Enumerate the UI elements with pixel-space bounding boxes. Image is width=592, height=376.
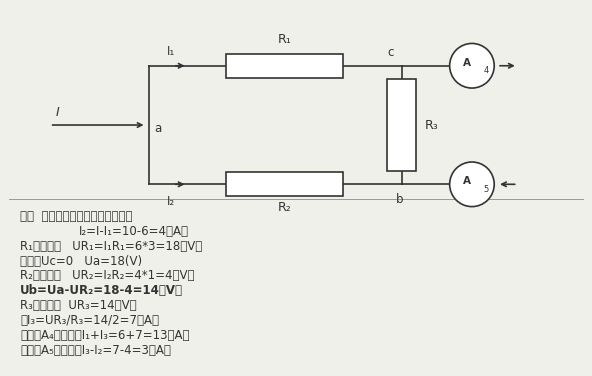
- Bar: [388, 79, 416, 171]
- Text: R₁上得压降   UR₁=I₁R₁=6*3=18（V）: R₁上得压降 UR₁=I₁R₁=6*3=18（V）: [20, 240, 202, 253]
- Text: A: A: [464, 58, 471, 68]
- Ellipse shape: [450, 162, 494, 206]
- Text: Ub=Ua-UR₂=18-4=14（V）: Ub=Ua-UR₂=18-4=14（V）: [20, 284, 184, 297]
- Text: b: b: [395, 193, 403, 206]
- Text: I₂: I₂: [167, 195, 175, 208]
- Text: 解：  根据基尔霍夫第一定律得出：: 解： 根据基尔霍夫第一定律得出：: [20, 210, 133, 223]
- Text: 设电位Uc=0   Ua=18(V): 设电位Uc=0 Ua=18(V): [20, 255, 143, 268]
- Text: R₃上的压降  UR₃=14（V）: R₃上的压降 UR₃=14（V）: [20, 299, 137, 312]
- Text: R₁: R₁: [278, 33, 291, 45]
- Bar: [226, 54, 343, 78]
- Text: 4: 4: [484, 66, 489, 75]
- Text: I₂=I-I₁=10-6=4（A）: I₂=I-I₁=10-6=4（A）: [79, 225, 189, 238]
- Text: A: A: [464, 176, 471, 186]
- Text: R₃: R₃: [424, 118, 438, 132]
- Text: R₂上的压降   UR₂=I₂R₂=4*1=4（V）: R₂上的压降 UR₂=I₂R₂=4*1=4（V）: [20, 270, 195, 282]
- Text: 电流表A₄的读数为I₁+I₃=6+7=13（A）: 电流表A₄的读数为I₁+I₃=6+7=13（A）: [20, 329, 190, 342]
- Text: 故I₃=UR₃/R₃=14/2=7（A）: 故I₃=UR₃/R₃=14/2=7（A）: [20, 314, 159, 327]
- Text: I₁: I₁: [167, 45, 175, 58]
- Text: 电流表A₅的读数为I₃-I₂=7-4=3（A）: 电流表A₅的读数为I₃-I₂=7-4=3（A）: [20, 344, 171, 356]
- Text: c: c: [387, 47, 393, 59]
- Text: I: I: [56, 106, 59, 119]
- Text: R₂: R₂: [278, 201, 291, 214]
- Text: a: a: [154, 122, 162, 135]
- Ellipse shape: [450, 44, 494, 88]
- Bar: [226, 172, 343, 196]
- Text: 5: 5: [484, 185, 489, 194]
